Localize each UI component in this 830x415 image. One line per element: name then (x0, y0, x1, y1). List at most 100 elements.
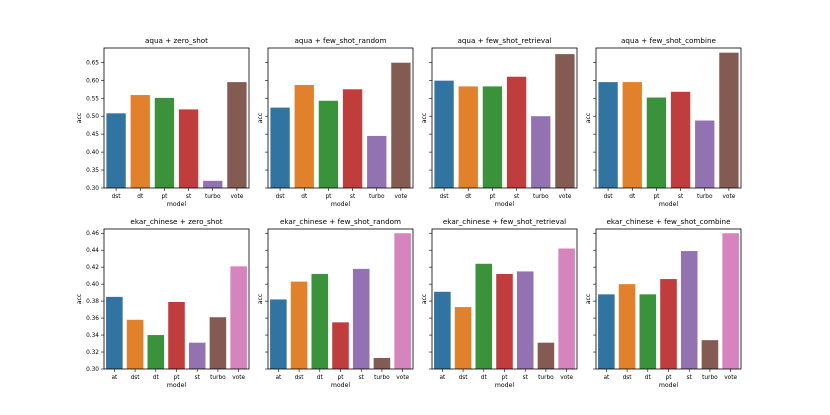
bar-pt (168, 301, 185, 369)
x-tick-label: dst (459, 375, 469, 381)
y-tick-label: 0.60 (86, 78, 99, 84)
x-tick-label: st (350, 194, 356, 200)
x-tick-label: dt (137, 194, 144, 200)
bar-at (270, 299, 287, 369)
bar-vote (555, 54, 575, 188)
bar-dst (598, 82, 618, 188)
y-tick-label: 0.42 (86, 265, 99, 271)
x-axis-label: model (495, 382, 515, 389)
bar-dst (618, 284, 636, 369)
x-tick-label: dst (131, 375, 141, 381)
bar-st (680, 251, 698, 369)
y-tick-label: 0.30 (86, 367, 99, 373)
x-tick-label: turbo (369, 194, 385, 200)
x-tick-label: at (111, 375, 118, 381)
subplot-title: aqua + few_shot_random (295, 36, 387, 45)
bar-dt (147, 335, 165, 369)
x-tick-label: turbo (702, 375, 718, 381)
bar-dst (270, 107, 290, 188)
axes-frame (267, 47, 414, 189)
x-tick-label: pt (325, 194, 332, 200)
x-tick-label: st (359, 375, 365, 381)
y-tick-label: 0.34 (86, 333, 99, 339)
y-axis-label: acc (421, 112, 428, 123)
x-axis-label: model (167, 382, 187, 389)
axes-frame (431, 47, 578, 189)
x-tick-label: vote (231, 194, 244, 200)
x-tick-label: vote (724, 375, 737, 381)
x-axis-label: model (659, 201, 679, 208)
x-tick-label: pt (161, 194, 168, 200)
y-axis-label: acc (585, 293, 592, 304)
bar-st (352, 268, 370, 369)
bar-st (506, 76, 527, 188)
x-tick-label: pt (174, 375, 181, 381)
x-tick-label: vote (395, 194, 408, 200)
x-tick-label: at (603, 375, 610, 381)
bar-st (188, 342, 206, 369)
x-tick-label: pt (489, 194, 496, 200)
y-tick-label: 0.40 (86, 150, 99, 156)
bar-turbo (203, 180, 223, 188)
bar-pt (496, 273, 513, 369)
x-tick-label: dst (112, 194, 122, 200)
x-tick-label: dt (317, 375, 324, 381)
bar-st (670, 91, 691, 188)
y-tick-label: 0.40 (86, 282, 99, 288)
y-axis-label: acc (585, 112, 592, 123)
bar-turbo (531, 116, 551, 188)
bar-dt (639, 294, 657, 369)
x-axis-label: model (331, 201, 351, 208)
y-tick-label: 0.45 (86, 132, 99, 138)
axes-frame (595, 228, 742, 370)
x-tick-label: vote (723, 194, 736, 200)
y-tick-label: 0.50 (86, 114, 99, 120)
bar-dt (294, 84, 314, 188)
bar-turbo (367, 135, 387, 188)
bar-st (342, 89, 363, 188)
x-tick-label: st (186, 194, 192, 200)
y-tick-label: 0.65 (86, 60, 99, 66)
x-tick-label: st (687, 375, 693, 381)
y-tick-label: 0.38 (86, 299, 99, 305)
bar-vote (722, 233, 739, 369)
bar-at (106, 296, 123, 369)
bar-dst (454, 307, 472, 369)
bar-turbo (209, 317, 227, 369)
bar-vote (558, 248, 575, 369)
x-tick-label: turbo (697, 194, 713, 200)
x-axis-label: model (167, 201, 187, 208)
y-axis-label: acc (76, 112, 83, 123)
bar-dt (311, 273, 329, 369)
bar-turbo (373, 357, 391, 369)
x-tick-label: turbo (374, 375, 390, 381)
subplot-title: ekar_chinese + zero_shot (130, 217, 222, 226)
x-tick-label: pt (502, 375, 509, 381)
bar-turbo (695, 120, 715, 188)
bar-vote (230, 266, 247, 369)
bar-dst (126, 319, 144, 369)
y-axis-label: acc (76, 293, 83, 304)
x-tick-label: vote (232, 375, 245, 381)
y-axis-label: acc (257, 112, 264, 123)
x-tick-label: turbo (205, 194, 221, 200)
x-tick-label: vote (559, 194, 572, 200)
subplot-title: aqua + few_shot_combine (621, 36, 717, 45)
bar-pt (660, 279, 677, 369)
x-tick-label: st (514, 194, 520, 200)
subplot-title: aqua + few_shot_retrieval (457, 36, 551, 45)
bar-vote (227, 82, 247, 188)
subplot-title: ekar_chinese + few_shot_retrieval (443, 217, 566, 226)
axes-frame (103, 228, 250, 370)
bar-pt (646, 97, 667, 188)
x-axis-label: model (659, 382, 679, 389)
bar-st (516, 271, 534, 369)
subplot-5: ekar_chinese + zero_shot 0.30 0.32 0.34 0.36… (76, 217, 250, 389)
y-tick-label: 0.36 (86, 316, 99, 322)
